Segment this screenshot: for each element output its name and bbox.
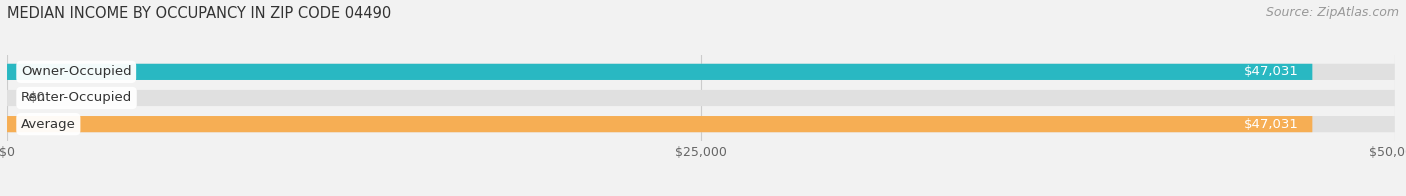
Text: $0: $0 [30, 92, 46, 104]
Text: $47,031: $47,031 [1243, 65, 1299, 78]
FancyBboxPatch shape [7, 64, 1312, 80]
Text: $47,031: $47,031 [1243, 118, 1299, 131]
Text: Average: Average [21, 118, 76, 131]
Text: Renter-Occupied: Renter-Occupied [21, 92, 132, 104]
FancyBboxPatch shape [7, 64, 1395, 80]
FancyBboxPatch shape [7, 90, 1395, 106]
FancyBboxPatch shape [7, 116, 1312, 132]
FancyBboxPatch shape [7, 116, 1395, 132]
Text: Owner-Occupied: Owner-Occupied [21, 65, 132, 78]
Text: MEDIAN INCOME BY OCCUPANCY IN ZIP CODE 04490: MEDIAN INCOME BY OCCUPANCY IN ZIP CODE 0… [7, 6, 391, 21]
Text: Source: ZipAtlas.com: Source: ZipAtlas.com [1265, 6, 1399, 19]
